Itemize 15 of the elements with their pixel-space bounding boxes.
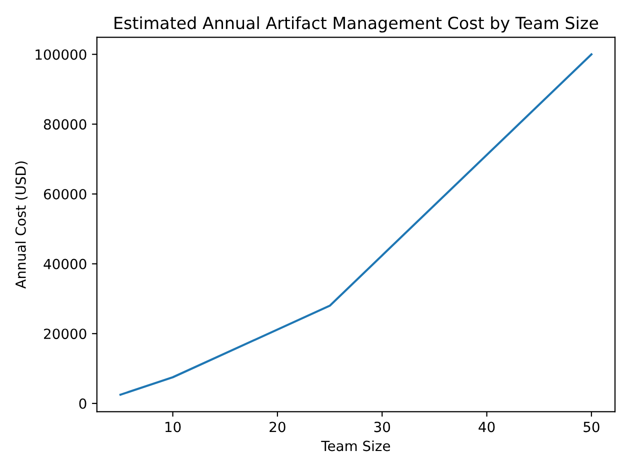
- x-tick-label: 20: [270, 422, 286, 432]
- y-axis-title: Annual Cost (USD): [15, 161, 28, 289]
- x-tick-label: 30: [374, 422, 390, 432]
- y-tick-label: 80000: [44, 119, 86, 130]
- x-tick-label: 10: [165, 422, 181, 432]
- x-axis-title: Team Size: [321, 440, 390, 452]
- y-tick-label: 20000: [44, 328, 86, 340]
- x-tick-label: 50: [584, 422, 600, 432]
- y-tick-label: 40000: [44, 258, 86, 270]
- x-tick-label: 40: [478, 422, 495, 432]
- y-tick-label: 60000: [44, 188, 86, 200]
- y-tick-label: 100000: [36, 49, 86, 60]
- chart-title: Estimated Annual Artifact Management Cost by Team Size: [114, 16, 598, 32]
- line-series: [119, 53, 592, 396]
- y-tick-label: 0: [79, 398, 86, 409]
